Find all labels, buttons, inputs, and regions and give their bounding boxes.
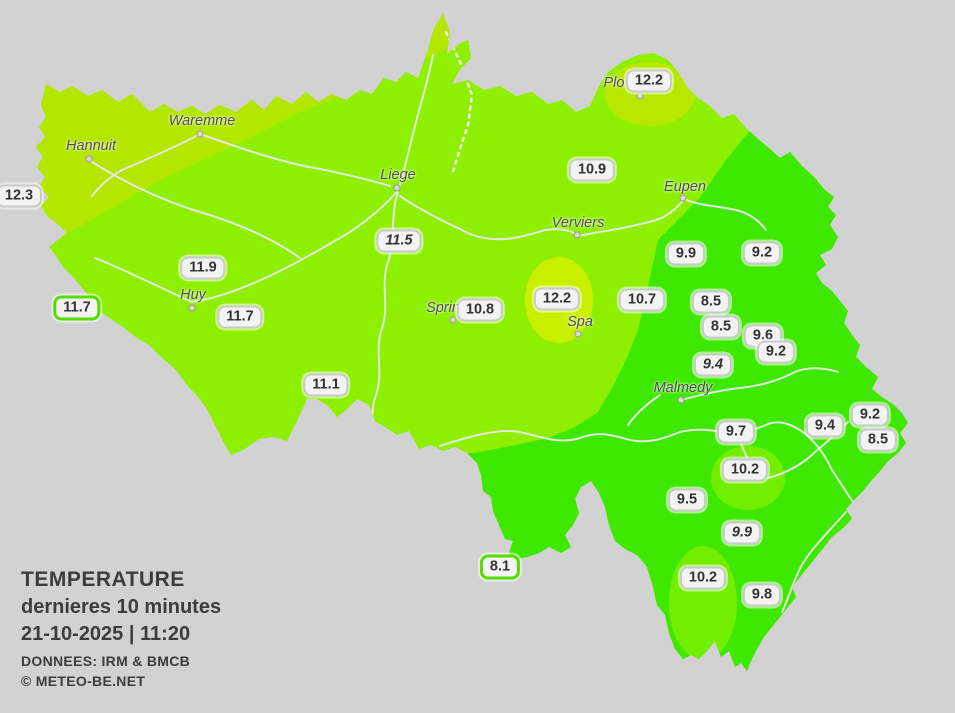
blob-mild-north bbox=[711, 446, 785, 510]
dashed-border-line bbox=[444, 30, 474, 177]
map-subtitle: dernieres 10 minutes bbox=[21, 596, 222, 618]
map-title: TEMPERATURE bbox=[21, 568, 185, 591]
copyright: © METEO-BE.NET bbox=[21, 673, 146, 689]
blob-spa bbox=[525, 257, 593, 343]
map-datetime: 21-10-2025 | 11:20 bbox=[21, 623, 191, 645]
blob-mild-south bbox=[669, 546, 737, 660]
data-source: DONNEES: IRM & BMCB bbox=[21, 653, 191, 669]
title-block: TEMPERATURE dernieres 10 minutes 21-10-2… bbox=[21, 568, 221, 689]
blob-plombieres bbox=[605, 62, 695, 126]
